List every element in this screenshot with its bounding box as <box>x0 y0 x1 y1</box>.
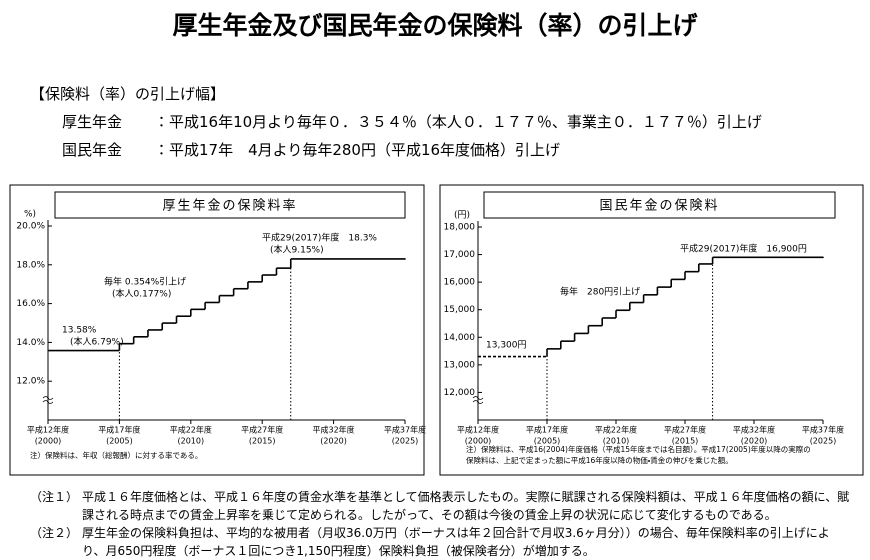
x-tick-label: (2025) <box>810 437 837 446</box>
row-text: ：平成17年 4月より毎年280円（平成16年度価格）引上げ <box>154 141 561 159</box>
x-tick-label: (2025) <box>392 437 419 446</box>
x-tick-label: 平成32年度 <box>733 425 775 435</box>
annotation: (本人9.15%) <box>270 244 324 256</box>
y-tick-label: 16,000 <box>444 278 476 288</box>
note-text: 厚生年金の保険料負担は、平均的な被用者（月収36.0万円（ボーナスは年２回合計で… <box>82 526 830 558</box>
annotation: 平成29(2017)年度 16,900円 <box>680 243 807 255</box>
annotation: 13.58% <box>62 326 97 336</box>
annotation: (本人0.177%) <box>112 288 171 300</box>
y-tick-label: 20.0% <box>16 222 45 232</box>
note: （注２） 厚生年金の保険料負担は、平均的な被用者（月収36.0万円（ボーナスは年２… <box>30 524 850 560</box>
chart-title: 国民年金の保険料 <box>599 199 719 214</box>
annotation: 毎年 0.354%引上げ <box>104 276 186 288</box>
notes: （注１） 平成１６年度価格とは、平成１６年度の賃金水準を基準として価格表示したもの… <box>30 488 850 560</box>
end-point <box>822 256 824 259</box>
y-tick-label: 12,000 <box>444 388 476 398</box>
note: （注１） 平成１６年度価格とは、平成１６年度の賃金水準を基準として価格表示したもの… <box>30 488 850 524</box>
x-tick-label: (2010) <box>603 437 630 446</box>
annotation: (本人6.79%) <box>70 336 124 348</box>
x-tick-label: 平成27年度 <box>241 425 283 435</box>
y-tick-label: 17,000 <box>444 250 476 260</box>
chart-note: 注）保険料は、年収（総報酬）に対する率である。 <box>30 450 202 460</box>
y-tick-label: 18,000 <box>444 223 476 233</box>
annotation: 平成29(2017)年度 18.3% <box>262 232 377 244</box>
x-tick-label: 平成32年度 <box>313 425 355 435</box>
note-label: （注２） <box>30 526 79 540</box>
x-tick-label: 平成27年度 <box>664 425 706 435</box>
x-tick-label: (2015) <box>672 437 699 446</box>
x-tick-label: (2020) <box>741 437 768 446</box>
y-tick-label: 16.0% <box>16 299 45 309</box>
summary: 【保険料（率）の引上げ幅】 厚生年金 ：平成16年10月より毎年０．３５４％（本人… <box>30 80 762 164</box>
annotation: 毎年 280円引上げ <box>560 286 640 298</box>
x-tick-label: 平成12年度 <box>27 425 69 435</box>
y-tick-label: 14,000 <box>444 333 476 343</box>
axis-break <box>42 396 54 404</box>
x-tick-label: (2005) <box>534 437 561 446</box>
x-tick-label: 平成22年度 <box>170 425 212 435</box>
x-tick-label: 平成37年度 <box>384 425 426 435</box>
y-tick-label: 18.0% <box>16 260 45 270</box>
y-unit: (円) <box>454 210 470 221</box>
row-label: 厚生年金 <box>62 113 123 131</box>
x-tick-label: (2000) <box>465 437 492 446</box>
chart-title: 厚生年金の保険料率 <box>162 199 297 214</box>
x-tick-label: 平成12年度 <box>457 425 499 435</box>
row-text: ：平成16年10月より毎年０．３５４％（本人０．１７７％、事業主０．１７７％）引… <box>154 113 762 131</box>
chart-note: 保険料は、上記で定まった額に平成16年度以降の物価・賃金の伸びを乗じた額。 <box>466 455 733 465</box>
x-tick-label: (2020) <box>320 437 347 446</box>
title-box <box>483 191 836 219</box>
chart-note: 注）保険料は、平成16(2004)年度価格（平成15年度までは名目額）。平成17… <box>466 444 811 454</box>
annotation: 13,300円 <box>486 340 527 351</box>
x-tick-label: 平成17年度 <box>98 425 140 435</box>
summary-heading: 【保険料（率）の引上げ幅】 <box>30 85 226 103</box>
end-point <box>404 258 406 260</box>
row-label: 国民年金 <box>62 141 123 159</box>
y-tick-label: 12.0% <box>16 377 45 387</box>
chart-frame <box>9 184 425 476</box>
x-tick-label: (2010) <box>177 437 204 446</box>
x-tick-label: 平成22年度 <box>595 425 637 435</box>
page-title: 厚生年金及び国民年金の保険料（率）の引上げ <box>172 11 698 40</box>
x-tick-label: (2015) <box>249 437 276 446</box>
y-tick-label: 13,000 <box>444 360 476 370</box>
summary-row: 厚生年金 ：平成16年10月より毎年０．３５４％（本人０．１７７％、事業主０．１７… <box>30 108 762 136</box>
chart-frame <box>439 184 864 476</box>
axis-break <box>472 396 484 404</box>
y-tick-label: 14.0% <box>16 338 45 348</box>
title-box <box>54 191 406 219</box>
x-tick-label: 平成37年度 <box>802 425 844 435</box>
y-unit: %) <box>24 210 36 220</box>
summary-row: 国民年金 ：平成17年 4月より毎年280円（平成16年度価格）引上げ <box>30 136 762 164</box>
note-text: 平成１６年度価格とは、平成１６年度の賃金水準を基準として価格表示したもの。実際に… <box>82 490 850 522</box>
note-label: （注１） <box>30 490 79 504</box>
y-tick-label: 15,000 <box>444 305 476 315</box>
x-tick-label: (2000) <box>35 437 62 446</box>
x-tick-label: (2005) <box>106 437 133 446</box>
x-tick-label: 平成17年度 <box>526 425 568 435</box>
